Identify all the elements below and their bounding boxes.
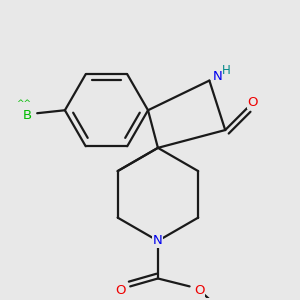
Text: O: O <box>115 284 126 297</box>
Text: O: O <box>194 284 205 297</box>
Text: O: O <box>248 96 258 109</box>
Text: N: N <box>153 234 163 248</box>
Text: N: N <box>212 70 222 83</box>
Text: B: B <box>23 109 32 122</box>
Text: ^^: ^^ <box>16 99 31 108</box>
Text: H: H <box>222 64 231 77</box>
